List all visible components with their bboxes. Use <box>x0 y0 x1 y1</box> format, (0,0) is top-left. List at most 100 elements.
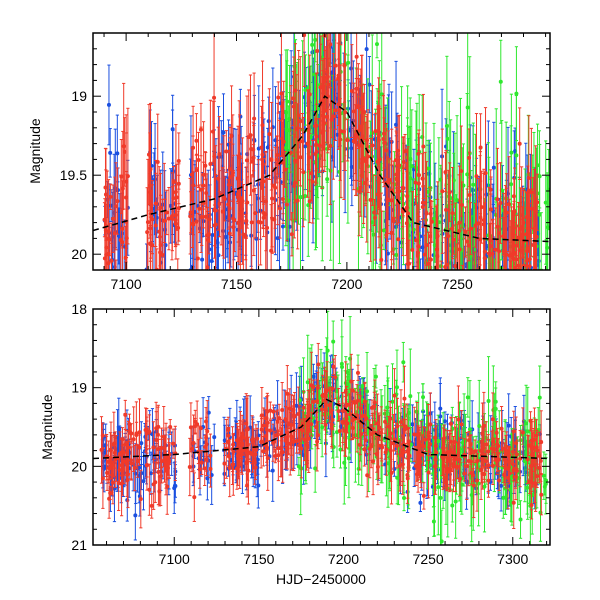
top-red-point <box>379 257 384 262</box>
top-red-point <box>535 200 540 205</box>
top-green-point <box>544 282 548 286</box>
top-red-point <box>467 155 472 160</box>
top-red-point <box>176 225 181 230</box>
top-red-point <box>488 187 493 192</box>
top-red-point <box>428 257 433 262</box>
top-red-point <box>265 225 270 230</box>
top-red-point <box>222 196 227 201</box>
top-green-point <box>445 136 450 141</box>
top-green-point <box>504 316 508 320</box>
top-red-point <box>431 317 435 321</box>
top-red-point <box>227 206 232 211</box>
top-y-axis-label: Magnitude <box>27 118 43 184</box>
top-red-point <box>295 125 300 130</box>
top-green-point <box>313 37 318 42</box>
top-red-point <box>522 263 527 268</box>
bottom-data-points <box>93 310 550 545</box>
top-red-point <box>171 196 176 201</box>
top-red-point <box>114 204 119 209</box>
top-red-point <box>341 129 346 134</box>
top-red-point <box>275 152 280 157</box>
top-blue-point <box>418 289 422 293</box>
top-red-point <box>370 143 375 148</box>
top-red-point <box>293 88 298 93</box>
top-red-point <box>296 113 301 118</box>
top-red-point <box>475 272 479 276</box>
top-red-point <box>410 247 415 252</box>
top-red-point <box>170 216 175 221</box>
top-green-point <box>545 225 550 230</box>
top-red-point <box>124 179 129 184</box>
top-green-point <box>536 321 540 325</box>
top-green-point <box>471 182 476 187</box>
top-red-point <box>315 48 320 53</box>
top-red-point <box>196 157 201 162</box>
top-red-point <box>423 200 428 205</box>
top-red-point <box>384 232 389 237</box>
top-red-point <box>533 257 538 262</box>
top-red-point <box>373 129 378 134</box>
top-red-point <box>328 23 332 27</box>
top-red-point <box>325 69 330 74</box>
top-blue-point <box>496 272 500 276</box>
top-red-point <box>413 180 418 185</box>
top-red-point <box>305 141 310 146</box>
top-blue-point <box>106 102 111 107</box>
top-green-point <box>285 99 290 104</box>
top-red-point <box>148 226 153 231</box>
bottom-blue-point <box>311 374 316 379</box>
top-red-point <box>120 186 125 191</box>
top-red-point <box>467 192 472 197</box>
top-red-point <box>155 160 160 165</box>
top-red-point <box>434 247 439 252</box>
top-red-point <box>506 202 511 207</box>
top-red-point <box>345 138 350 143</box>
top-red-point <box>146 152 151 157</box>
top-red-point <box>243 235 248 240</box>
top-red-point <box>512 225 517 230</box>
top-green-point <box>493 367 497 371</box>
top-ytick-label: 20 <box>71 246 87 262</box>
top-red-point <box>444 207 449 212</box>
top-red-point <box>164 210 169 215</box>
top-red-point <box>329 117 334 122</box>
top-red-point <box>495 197 500 202</box>
top-red-point <box>479 205 484 210</box>
top-red-point <box>405 262 410 267</box>
top-green-point <box>501 299 505 303</box>
top-red-point <box>517 141 522 146</box>
top-red-point <box>244 158 249 163</box>
top-red-point <box>349 89 354 94</box>
top-red-point <box>503 277 507 281</box>
top-red-point <box>176 159 181 164</box>
top-red-point <box>230 173 235 178</box>
top-red-point <box>476 284 480 288</box>
top-green-point <box>543 200 548 205</box>
top-red-point <box>244 218 249 223</box>
top-xtick-label: 7100 <box>111 276 142 292</box>
top-red-point <box>166 216 171 221</box>
top-red-point <box>281 197 286 202</box>
top-red-point <box>333 108 338 113</box>
top-red-point <box>354 134 359 139</box>
top-red-point <box>333 63 338 68</box>
top-blue-point <box>349 146 354 151</box>
top-red-point <box>191 183 196 188</box>
top-red-point <box>380 272 384 276</box>
top-red-point <box>373 215 378 220</box>
top-panel: 7100 7150 7200 7250 19 19.5 20 Magnitude <box>27 23 551 375</box>
top-red-point <box>157 229 162 234</box>
top-blue-point <box>115 151 120 156</box>
top-red-point <box>443 170 448 175</box>
top-red-point <box>251 188 256 193</box>
top-red-point <box>512 266 517 270</box>
top-blue-point <box>209 259 214 264</box>
top-red-point <box>195 256 200 261</box>
top-red-point <box>376 138 381 143</box>
top-red-point <box>267 132 272 137</box>
top-green-point <box>511 371 515 375</box>
top-blue-point <box>520 284 524 288</box>
top-red-point <box>198 127 203 132</box>
top-red-point <box>325 74 330 79</box>
top-red-point <box>204 190 209 195</box>
